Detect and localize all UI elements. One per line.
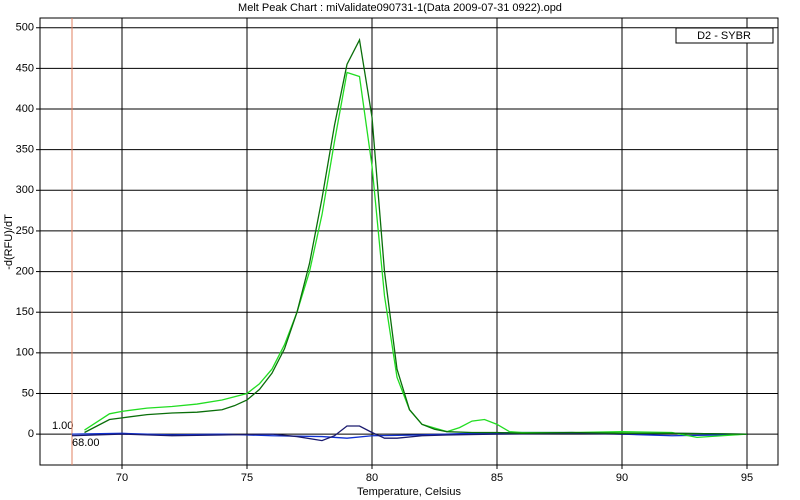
marker-label: 68.00 (72, 437, 100, 449)
y-tick-label: 300 (16, 184, 34, 196)
y-tick-label: 400 (16, 103, 34, 115)
series-line (71, 431, 748, 439)
y-tick-label: 500 (16, 22, 34, 34)
y-axis-label: -d(RFU)/dT (3, 214, 15, 270)
x-tick-label: 85 (491, 472, 503, 484)
legend-box (675, 27, 774, 44)
x-tick-label: 75 (241, 472, 253, 484)
threshold-label: 1.00 (52, 420, 73, 432)
y-tick-label: 100 (16, 347, 34, 359)
legend-label: D2 - SYBR (697, 30, 751, 42)
y-tick-label: 350 (16, 144, 34, 156)
series-line (84, 71, 748, 439)
x-tick-label: 90 (616, 472, 628, 484)
x-tick-label: 80 (366, 472, 378, 484)
y-tick-label: 200 (16, 265, 34, 277)
y-tick-label: 250 (16, 225, 34, 237)
plot-frame (39, 17, 779, 466)
chart-title: Melt Peak Chart : miValidate090731-1(Dat… (238, 2, 562, 14)
x-tick-label: 95 (741, 472, 753, 484)
y-tick-label: 50 (22, 387, 34, 399)
y-tick-label: 150 (16, 306, 34, 318)
series-line (84, 37, 748, 435)
series-line (71, 425, 748, 442)
x-tick-label: 70 (116, 472, 128, 484)
y-tick-label: 0 (28, 428, 34, 440)
y-tick-label: 450 (16, 62, 34, 74)
x-axis-label: Temperature, Celsius (357, 486, 461, 498)
